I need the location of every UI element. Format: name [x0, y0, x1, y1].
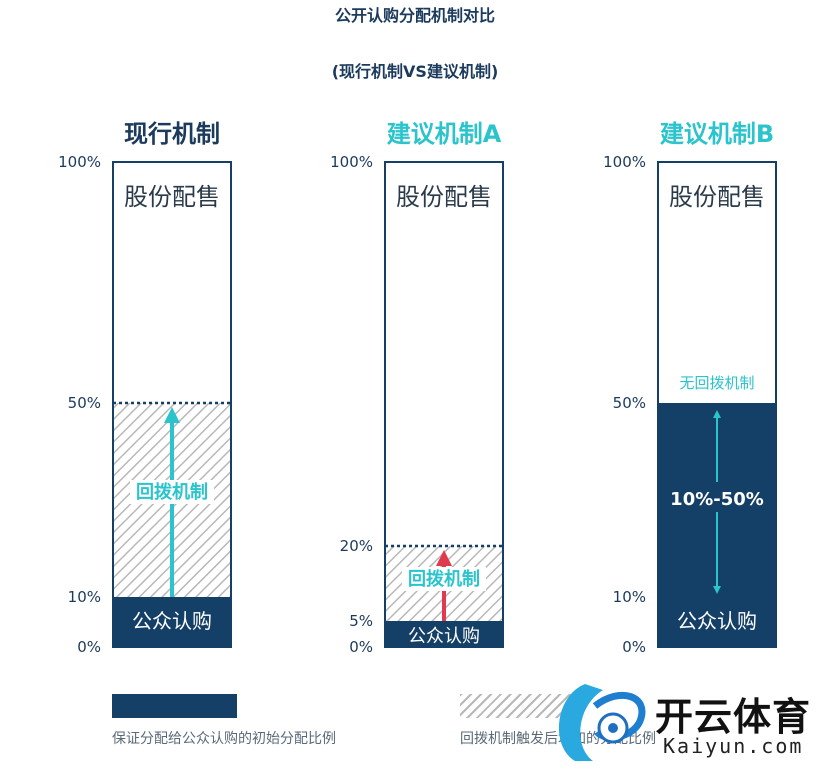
clawback-label-1: 回拨机制 [136, 481, 208, 503]
kaiyun-logo-icon [558, 684, 646, 761]
tick-label-1-0: 0% [77, 638, 101, 656]
range-label: 10%-50% [670, 489, 764, 510]
tick-label-1-50: 50% [68, 394, 101, 412]
tick-label-2-0: 0% [349, 638, 373, 656]
clawback-label-bg-1 [130, 480, 214, 504]
tick-label-3-50: 50% [613, 394, 646, 412]
base-label-3: 公众认购 [677, 609, 757, 633]
tick-label-1-100: 100% [58, 153, 101, 171]
no-clawback-label: 无回拨机制 [679, 374, 754, 392]
tick-label-3-10: 10% [613, 588, 646, 606]
chart-subtitle: (现行机制VS建议机制) [331, 62, 499, 81]
watermark-logo: 开云体育 Kaiyun.com [545, 676, 830, 766]
base-fill-1 [113, 597, 231, 647]
tick-label-2-5: 5% [349, 612, 373, 630]
bar-top-label-1: 股份配售 [124, 183, 220, 211]
watermark-brand-text: 开云体育 [655, 695, 812, 739]
watermark-domain-text: Kaiyun.com [663, 734, 804, 758]
base-fill-2 [385, 621, 503, 647]
bar-name-3: 建议机制B [660, 120, 774, 148]
range-label-bg [669, 482, 765, 512]
tick-label-1-10: 10% [68, 588, 101, 606]
tick-label-2-20: 20% [340, 537, 373, 555]
bar-top-label-2: 股份配售 [396, 183, 492, 211]
tick-label-3-100: 100% [603, 153, 646, 171]
bar-name-2: 建议机制A [387, 120, 502, 148]
bar-name-1: 现行机制 [124, 120, 220, 148]
legend-swatch-solid [112, 694, 237, 718]
clawback-label-bg-2 [402, 567, 486, 591]
tick-label-3-0: 0% [622, 638, 646, 656]
clawback-label-2: 回拨机制 [408, 568, 480, 590]
tick-label-2-100: 100% [330, 153, 373, 171]
base-label-2: 公众认购 [408, 626, 480, 647]
chart-title: 公开认购分配机制对比 [334, 6, 495, 25]
bar-top-label-3: 股份配售 [669, 183, 765, 211]
base-label-1: 公众认购 [132, 609, 212, 633]
legend-label-solid: 保证分配给公众认购的初始分配比例 [112, 731, 336, 747]
